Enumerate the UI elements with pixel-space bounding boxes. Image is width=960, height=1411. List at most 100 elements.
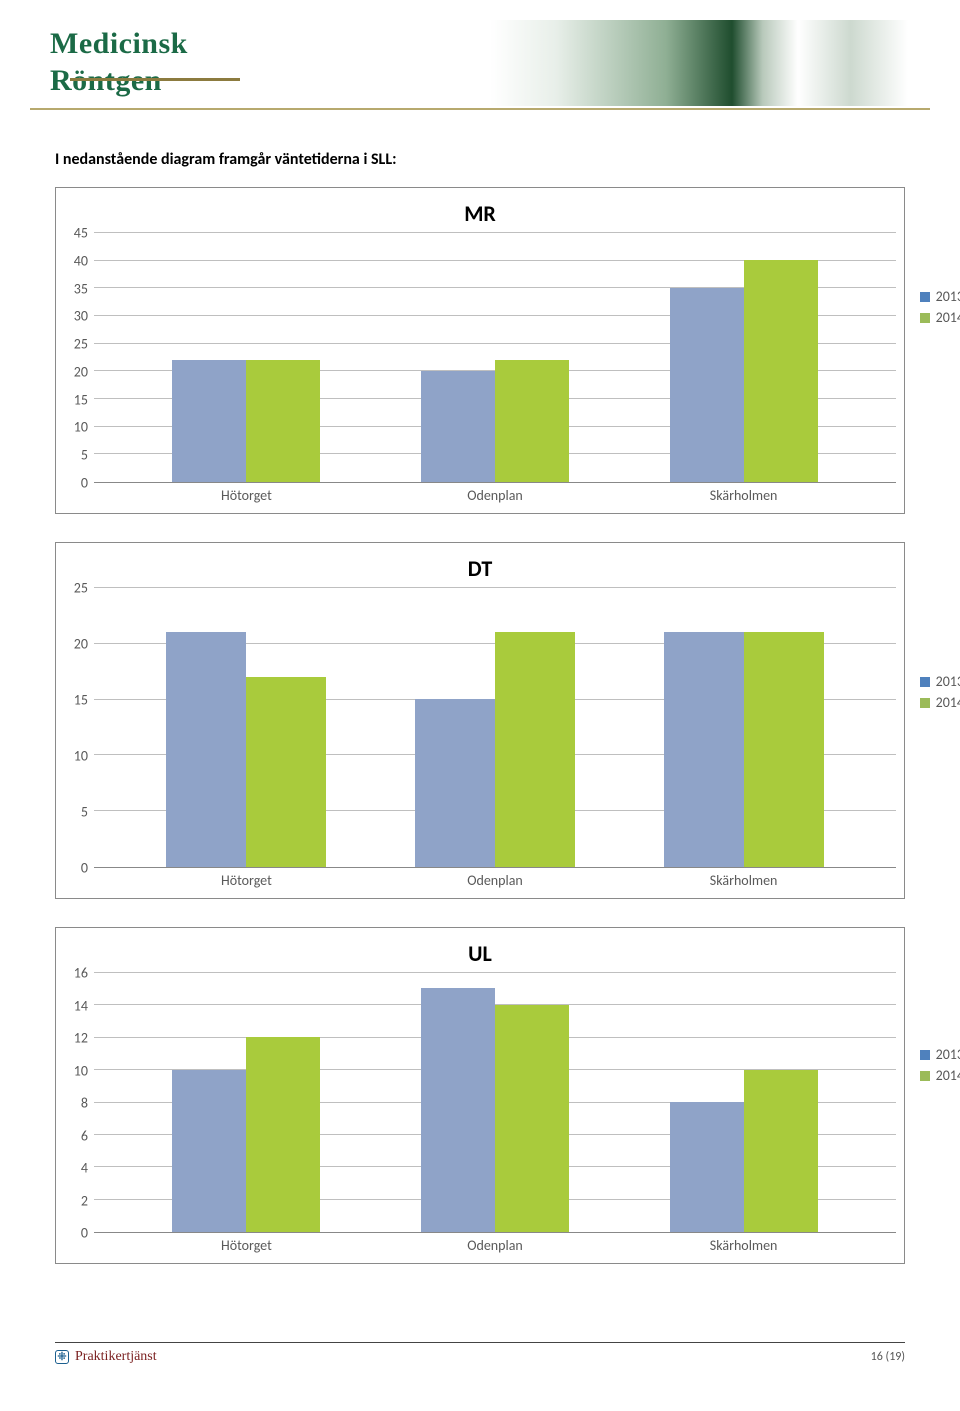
chart-row: 1614121086420 <box>64 973 896 1233</box>
x-axis: HötorgetOdenplanSkärholmen <box>64 868 896 890</box>
legend-item: 2013 <box>920 1046 960 1063</box>
y-tick-label: 35 <box>74 280 88 297</box>
legend-item: 2014 <box>920 309 960 326</box>
y-tick-label: 25 <box>74 580 88 597</box>
y-tick-label: 10 <box>74 748 88 765</box>
chart-row: 2520151050 <box>64 588 896 868</box>
bar <box>246 360 320 482</box>
bar <box>744 260 818 482</box>
bar-group <box>670 260 818 482</box>
legend-swatch <box>920 292 930 302</box>
y-tick-label: 25 <box>74 336 88 353</box>
chart-box: DT2520151050HötorgetOdenplanSkärholmen20… <box>55 542 905 899</box>
y-axis: 2520151050 <box>64 588 94 868</box>
content: I nedanstående diagram framgår väntetide… <box>0 120 960 1302</box>
y-axis: 1614121086420 <box>64 973 94 1233</box>
bar <box>670 288 744 482</box>
bar <box>744 632 824 867</box>
header-banner: Medicinsk Röntgen <box>30 20 930 110</box>
chart-legend: 2013 2014 <box>920 288 960 330</box>
y-tick-label: 10 <box>74 1062 88 1079</box>
x-axis: HötorgetOdenplanSkärholmen <box>64 1233 896 1255</box>
chart-legend: 2013 2014 <box>920 1046 960 1088</box>
chart-title: MR <box>64 200 896 227</box>
y-tick-label: 45 <box>74 225 88 242</box>
bar <box>664 632 744 867</box>
y-tick-label: 15 <box>74 391 88 408</box>
page: Medicinsk Röntgen I nedanstående diagram… <box>0 20 960 1411</box>
bar-group <box>421 360 569 482</box>
bar <box>172 360 246 482</box>
legend-label: 2014 <box>936 694 960 711</box>
page-footer: ⁜ Praktikertjänst 16 (19) <box>0 1347 960 1371</box>
chart-title: UL <box>64 940 896 967</box>
y-tick-label: 12 <box>74 1030 88 1047</box>
x-tick-label: Hötorget <box>221 487 272 504</box>
chart-legend: 2013 2014 <box>920 673 960 715</box>
chart-box: UL1614121086420HötorgetOdenplanSkärholme… <box>55 927 905 1264</box>
y-tick-label: 5 <box>81 447 88 464</box>
bars-layer <box>94 233 896 482</box>
legend-item: 2013 <box>920 288 960 305</box>
legend-swatch <box>920 1071 930 1081</box>
chart-title: DT <box>64 555 896 582</box>
legend-swatch <box>920 1050 930 1060</box>
legend-item: 2013 <box>920 673 960 690</box>
y-tick-label: 16 <box>74 965 88 982</box>
y-tick-label: 2 <box>81 1192 88 1209</box>
x-axis-labels: HötorgetOdenplanSkärholmen <box>94 1233 896 1255</box>
x-axis-spacer <box>64 868 94 890</box>
charts-container: MR454035302520151050HötorgetOdenplanSkär… <box>55 187 905 1264</box>
y-tick-label: 14 <box>74 997 88 1014</box>
y-tick-label: 30 <box>74 308 88 325</box>
x-axis-spacer <box>64 483 94 505</box>
legend-label: 2014 <box>936 309 960 326</box>
legend-label: 2013 <box>936 288 960 305</box>
legend-swatch <box>920 677 930 687</box>
bar-group <box>670 1070 818 1233</box>
bar <box>495 632 575 867</box>
bar <box>744 1070 818 1233</box>
page-number: 16 (19) <box>871 1350 905 1364</box>
bar <box>172 1070 246 1233</box>
y-tick-label: 40 <box>74 252 88 269</box>
bar <box>246 1037 320 1232</box>
bar <box>421 988 495 1232</box>
y-tick-label: 5 <box>81 804 88 821</box>
x-tick-label: Skärholmen <box>710 872 778 889</box>
legend-swatch <box>920 313 930 323</box>
y-tick-label: 8 <box>81 1095 88 1112</box>
banner-gradient <box>490 20 930 106</box>
x-tick-label: Hötorget <box>221 1237 272 1254</box>
x-axis-labels: HötorgetOdenplanSkärholmen <box>94 868 896 890</box>
brand-logo: Medicinsk Röntgen <box>50 30 188 95</box>
y-tick-label: 15 <box>74 692 88 709</box>
intro-text: I nedanstående diagram framgår väntetide… <box>55 150 905 169</box>
chart-box: MR454035302520151050HötorgetOdenplanSkär… <box>55 187 905 514</box>
y-tick-label: 6 <box>81 1127 88 1144</box>
plot-area <box>94 233 896 483</box>
bars-layer <box>94 588 896 867</box>
plot-area <box>94 588 896 868</box>
logo-underline <box>70 78 240 81</box>
x-axis: HötorgetOdenplanSkärholmen <box>64 483 896 505</box>
bar <box>246 677 326 867</box>
legend-item: 2014 <box>920 1067 960 1084</box>
legend-label: 2013 <box>936 1046 960 1063</box>
footer-brand-icon: ⁜ <box>55 1350 69 1364</box>
x-tick-label: Hötorget <box>221 872 272 889</box>
bar <box>415 699 495 867</box>
bars-layer <box>94 973 896 1232</box>
y-tick-label: 10 <box>74 419 88 436</box>
footer-brand-text: Praktikertjänst <box>75 1349 157 1365</box>
legend-item: 2014 <box>920 694 960 711</box>
bar-group <box>664 632 824 867</box>
footer-brand: ⁜ Praktikertjänst <box>55 1349 157 1365</box>
x-axis-spacer <box>64 1233 94 1255</box>
y-tick-label: 20 <box>74 363 88 380</box>
logo-line-1: Medicinsk <box>50 30 188 59</box>
bar <box>421 371 495 482</box>
legend-swatch <box>920 698 930 708</box>
footer-rule <box>55 1342 905 1343</box>
bar-group <box>421 988 569 1232</box>
